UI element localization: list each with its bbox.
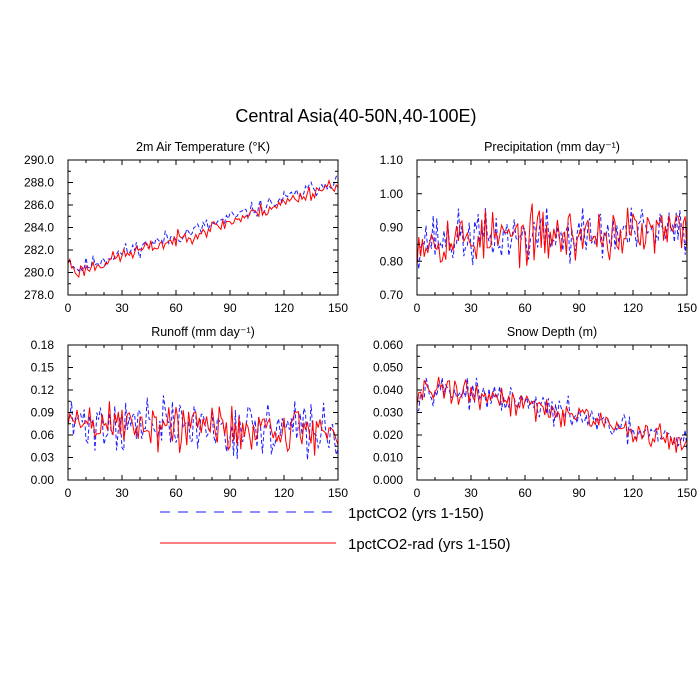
y-tick-label: 0.040 [373,383,403,397]
series-line-1pctco2-rad [416,376,688,453]
x-tick-label: 90 [572,486,586,500]
y-tick-label: 0.12 [31,383,55,397]
y-tick-label: 278.0 [24,288,54,302]
y-tick-label: 0.020 [373,428,403,442]
x-tick-label: 0 [65,301,72,315]
y-tick-label: 0.050 [373,361,403,375]
x-tick-label: 90 [223,486,237,500]
y-tick-label: 0.90 [380,221,404,235]
x-tick-label: 60 [518,486,532,500]
legend-label-1pctco2-rad: 1pctCO2-rad (yrs 1-150) [348,536,511,553]
x-tick-label: 90 [572,301,586,315]
panel-runoff: Runoff (mm day⁻¹) 0.00 0.03 0.06 0.09 0.12 0.… [31,325,349,500]
x-tick-label: 120 [274,301,294,315]
y-tick-label: 290.0 [24,153,54,167]
y-tick-label: 284.0 [24,221,54,235]
x-tick-label: 30 [115,486,129,500]
y-tick-label: 0.06 [31,428,55,442]
y-tick-label: 1.00 [380,187,404,201]
y-tick-label: 280.0 [24,266,54,280]
x-tick-label: 60 [169,301,183,315]
x-tick-label: 0 [65,486,72,500]
y-tick-label: 0.70 [380,288,404,302]
y-tick-label: 0.010 [373,451,403,465]
y-tick-label: 0.15 [31,361,55,375]
y-tick-label: 288.0 [24,176,54,190]
panel-title: Precipitation (mm day⁻¹) [484,140,620,154]
panel-title: Runoff (mm day⁻¹) [151,325,255,339]
panel-precipitation: Precipitation (mm day⁻¹) 0.70 0.80 0.90 1.0… [380,140,698,315]
x-tick-label: 90 [223,301,237,315]
x-tick-label: 150 [677,486,697,500]
x-tick-label: 60 [169,486,183,500]
panel-title: Snow Depth (m) [507,325,597,339]
y-tick-label: 282.0 [24,243,54,257]
y-tick-label: 0.000 [373,473,403,487]
x-tick-label: 30 [464,486,478,500]
y-tick-label: 0.00 [31,473,55,487]
figure-title: Central Asia(40-50N,40-100E) [235,106,476,126]
panel-snow-depth: Snow Depth (m) 0.000 0.010 0.020 0.030 0.040… [373,325,697,500]
y-tick-label: 0.80 [380,254,404,268]
series-line-1pctco2-rad [67,401,339,456]
x-tick-label: 120 [274,486,294,500]
x-tick-label: 150 [328,486,348,500]
plot-frame [67,159,339,296]
y-tick-label: 1.10 [380,153,404,167]
legend: 1pctCO2 (yrs 1-150) 1pctCO2-rad (yrs 1-1… [160,505,511,553]
series-line-1pctco2 [67,395,339,460]
series-line-1pctco2 [416,207,688,270]
y-tick-label: 0.03 [31,451,55,465]
series-line-1pctco2 [416,377,688,451]
plot-frame [416,344,688,481]
x-tick-label: 120 [623,301,643,315]
x-tick-label: 0 [414,486,421,500]
x-tick-label: 30 [115,301,129,315]
legend-label-1pctco2: 1pctCO2 (yrs 1-150) [348,505,484,522]
panel-title: 2m Air Temperature (°K) [136,140,270,154]
x-tick-label: 60 [518,301,532,315]
x-tick-label: 120 [623,486,643,500]
series-line-1pctco2-rad [67,178,339,279]
y-tick-label: 0.060 [373,338,403,352]
x-tick-label: 150 [677,301,697,315]
x-tick-label: 0 [414,301,421,315]
panel-temperature: 2m Air Temperature (°K) 278.0 280.0 282.0 2… [24,140,348,315]
y-tick-label: 0.030 [373,406,403,420]
x-tick-label: 150 [328,301,348,315]
y-tick-label: 286.0 [24,198,54,212]
y-tick-label: 0.09 [31,406,55,420]
series-line-1pctco2 [67,174,339,273]
x-tick-label: 30 [464,301,478,315]
y-tick-label: 0.18 [31,338,55,352]
series-line-1pctco2-rad [416,203,688,269]
